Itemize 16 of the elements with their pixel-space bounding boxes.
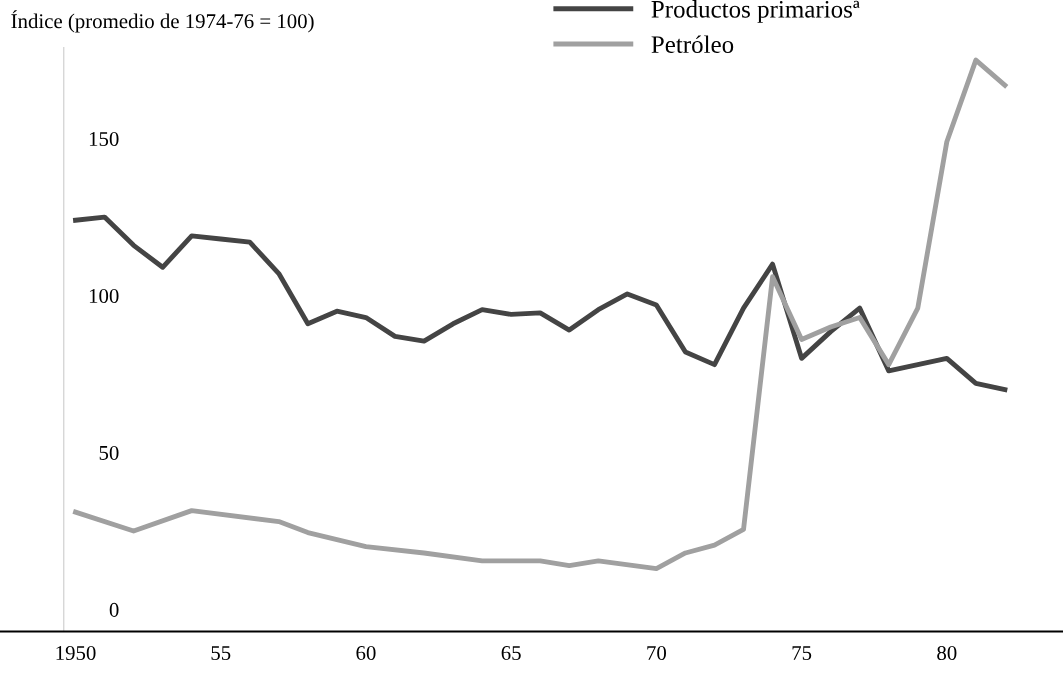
y-tick-label: 50 [99, 445, 119, 460]
line-series [73, 57, 1008, 572]
line-series [73, 214, 1008, 393]
x-tick-label: 65 [501, 646, 521, 661]
y-axis-title: Índice (promedio de 1974-76 = 100) [11, 10, 314, 33]
x-tick-label: 55 [211, 646, 231, 661]
y-tick-label: 100 [89, 288, 119, 303]
legend-label: Petróleo [651, 35, 734, 54]
y-tick-label: 0 [109, 602, 119, 617]
x-tick-label: 75 [792, 646, 812, 661]
legend-label: Productos primariosª [651, 0, 860, 23]
x-tick-label: 60 [356, 645, 376, 661]
x-tick-label: 70 [647, 645, 667, 661]
y-tick-label: 150 [89, 131, 119, 147]
x-tick-label: 80 [937, 645, 957, 661]
x-tick-label: 1950 [56, 645, 96, 661]
